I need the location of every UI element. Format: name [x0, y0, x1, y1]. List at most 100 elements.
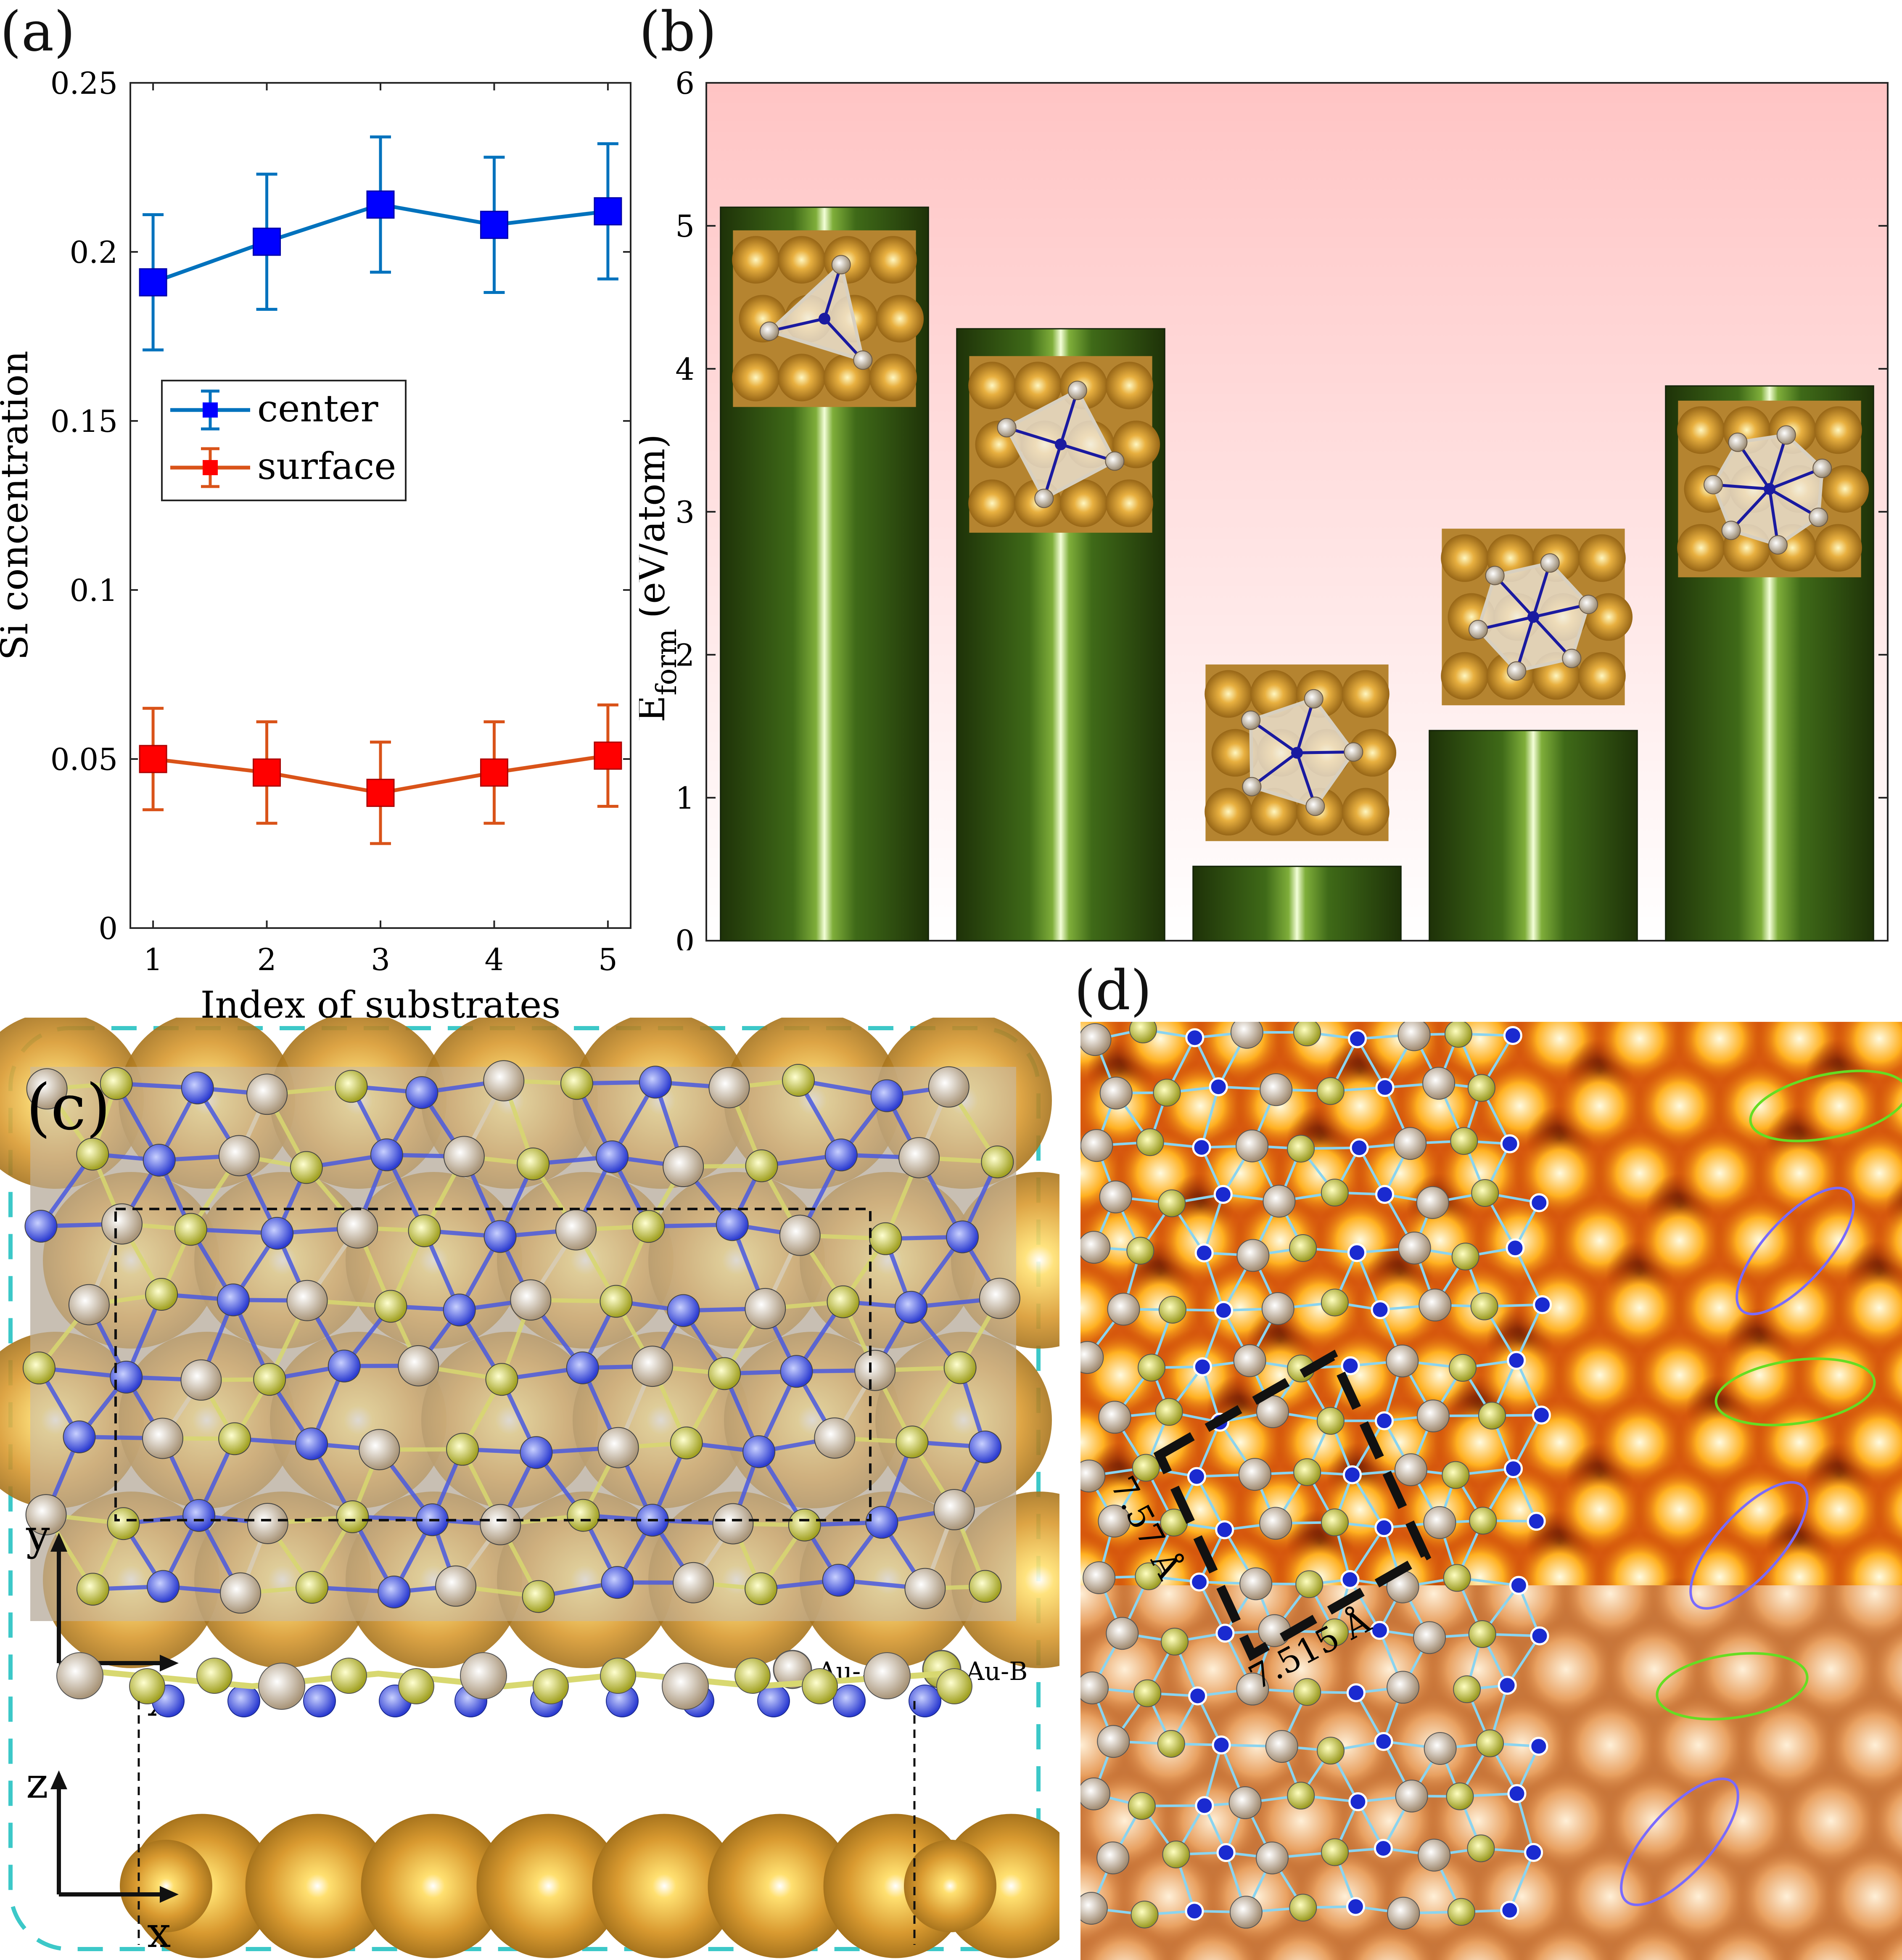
stm-soft-spot	[1648, 1846, 1749, 1947]
stm-bright-spot	[1753, 1262, 1846, 1354]
stm-si-atom	[1341, 1356, 1360, 1375]
stm-soft-spot	[1736, 1695, 1837, 1796]
a-xtick-label: 1	[143, 942, 163, 977]
stm-si-atom	[1346, 1683, 1366, 1702]
au-atom	[253, 1363, 286, 1396]
si-atom	[667, 1294, 700, 1327]
stm-au-atom	[1097, 1725, 1130, 1758]
stm-au-atom	[1289, 1894, 1317, 1922]
stm-au-atom	[1096, 1841, 1130, 1875]
stm-au-atom	[1422, 1067, 1456, 1100]
b-inset-pentagon-site	[1205, 664, 1397, 841]
stm-au-atom	[1293, 1458, 1321, 1486]
stm-au-atom	[1256, 1841, 1289, 1875]
au-atom	[68, 1284, 110, 1325]
stm-soft-spot	[1870, 1925, 1902, 1960]
stm-au-atom	[1444, 1022, 1472, 1048]
stm-au-atom	[1129, 1022, 1157, 1044]
side-au-atom	[802, 1668, 838, 1704]
stm-au-atom	[1158, 1296, 1186, 1324]
au-atom	[142, 1418, 183, 1459]
stm-bright-spot	[1593, 1531, 1686, 1585]
stm-bright-spot	[1753, 1531, 1846, 1585]
stm-si-atom	[1347, 1243, 1367, 1262]
a-point-surface	[253, 758, 281, 787]
si-atom	[483, 1220, 517, 1253]
stm-si-atom	[1190, 1572, 1209, 1592]
au-atom	[25, 1494, 67, 1536]
stm-bright-spot	[1154, 1194, 1247, 1287]
stm-si-atom	[1374, 1518, 1394, 1537]
a-point-center	[480, 211, 508, 239]
stm-au-atom	[1158, 1189, 1186, 1217]
stm-si-atom	[1533, 1295, 1552, 1315]
a-ytick-label: 0.05	[50, 742, 118, 777]
au-atom	[745, 1572, 778, 1606]
stm-soft-spot	[1560, 1846, 1661, 1947]
panel-a-label: (a)	[0, 0, 75, 63]
stm-au-atom	[1098, 1505, 1131, 1538]
stm-soft-spot	[1429, 1922, 1527, 1960]
stm-au-atom	[1423, 1506, 1456, 1539]
si-atom	[824, 1138, 858, 1172]
panel-c-label: (c)	[26, 1071, 111, 1144]
stm-au-atom	[1233, 1344, 1266, 1377]
stm-au-atom	[1395, 1780, 1428, 1813]
stm-au-atom	[1260, 1073, 1293, 1106]
au-atom	[745, 1288, 786, 1329]
au-atom	[632, 1210, 665, 1243]
stm-au-atom	[1413, 1621, 1446, 1654]
si-atom	[895, 1291, 928, 1324]
au-atom	[443, 1136, 485, 1177]
stm-au-atom	[1321, 1618, 1349, 1646]
stm-au-atom	[1080, 1891, 1108, 1925]
unit-cell-dashed-box	[114, 1208, 872, 1521]
au-atom	[246, 1074, 288, 1115]
stm-unit-cell-box	[1153, 1349, 1432, 1661]
si-atom	[969, 1431, 1002, 1464]
side-view-axes: z x	[26, 1759, 179, 1957]
stm-bright-spot	[1633, 1060, 1726, 1152]
au-atom	[101, 1203, 143, 1245]
panel-b-label: (b)	[639, 0, 717, 63]
stm-au-atom	[1263, 1185, 1296, 1218]
stm-si-atom	[1215, 1624, 1235, 1643]
si-atom	[63, 1420, 96, 1454]
a-xtick-label: 3	[371, 942, 390, 977]
stm-au-atom	[1128, 1792, 1156, 1820]
stm-au-atom	[1295, 1570, 1323, 1598]
au-atom	[708, 1067, 750, 1108]
stm-si-atom	[1375, 1185, 1395, 1204]
side-au-atom	[129, 1668, 165, 1704]
au-atom	[933, 1489, 975, 1531]
au-atom	[969, 1570, 1002, 1603]
si-atom	[443, 1293, 476, 1327]
stm-soft-spot	[1604, 1619, 1705, 1720]
stm-au-atom	[1453, 1675, 1481, 1703]
au-atom	[712, 1503, 754, 1545]
stm-au-atom	[1261, 1292, 1294, 1325]
stm-si-atom	[1530, 1193, 1549, 1212]
stm-soft-spot	[1780, 1619, 1881, 1720]
stm-bright-spot	[1633, 1194, 1726, 1287]
au-atom	[336, 1500, 369, 1533]
si-atom	[378, 1575, 411, 1608]
side-si-atom	[303, 1685, 336, 1717]
panel-d-label: (d)	[1074, 958, 1152, 1022]
au-atom	[107, 1507, 140, 1540]
au-atom	[869, 1222, 902, 1255]
side-au-atom	[196, 1658, 232, 1694]
stm-au-atom	[1316, 1407, 1345, 1435]
stm-soft-spot	[1340, 1922, 1439, 1960]
stm-si-atom	[1500, 1134, 1519, 1153]
stm-au-atom	[1449, 1354, 1477, 1382]
b-ytick-label: 6	[675, 66, 695, 101]
stm-soft-spot	[1516, 1770, 1617, 1871]
chart-a: 00.050.10.150.20.251 2 3 4 5 Index of substr…	[0, 66, 631, 1026]
au-atom	[896, 1426, 929, 1459]
stm-au-atom	[1287, 1135, 1315, 1163]
stm-au-atom	[1397, 1022, 1431, 1051]
panel-d-stm: 7.57 Å 7.515 Å	[1080, 1022, 1902, 1960]
stm-au-atom	[1131, 1900, 1159, 1928]
au-atom	[788, 1508, 821, 1542]
